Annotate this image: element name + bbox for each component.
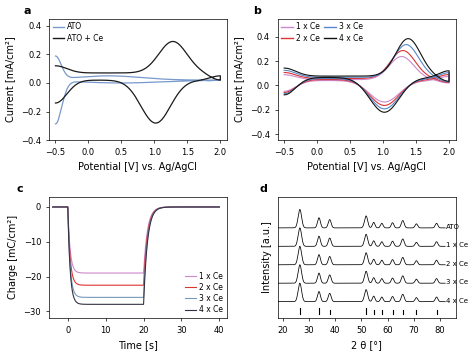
4 x Ce: [212, 205, 218, 209]
Y-axis label: Charge [mC/cm²]: Charge [mC/cm²]: [8, 215, 18, 299]
4 x Ce: [141, 302, 146, 307]
1 x Ce: [131, 271, 137, 275]
Text: c: c: [17, 184, 23, 194]
2 x Ce: [141, 283, 146, 287]
Text: ATO: ATO: [446, 224, 460, 230]
2 x Ce: [58, 205, 64, 209]
1 x Ce: [50, 205, 55, 209]
2 x Ce: [217, 205, 222, 209]
3 x Ce: [212, 205, 218, 209]
3 x Ce: [50, 205, 55, 209]
2 x Ce: [127, 283, 132, 287]
4 x Ce: [58, 205, 64, 209]
X-axis label: 2 θ [°]: 2 θ [°]: [351, 340, 382, 350]
Text: 4 x Ce: 4 x Ce: [446, 298, 468, 304]
3 x Ce: [58, 205, 64, 209]
2 x Ce: [131, 283, 137, 287]
Line: 1 x Ce: 1 x Ce: [53, 207, 219, 273]
1 x Ce: [217, 205, 222, 209]
1 x Ce: [58, 205, 64, 209]
1 x Ce: [212, 205, 218, 209]
Line: 2 x Ce: 2 x Ce: [53, 207, 219, 285]
2 x Ce: [181, 205, 187, 209]
4 x Ce: [181, 205, 187, 209]
4 x Ce: [212, 205, 218, 209]
3 x Ce: [141, 295, 146, 299]
Legend: 1 x Ce, 2 x Ce, 3 x Ce, 4 x Ce: 1 x Ce, 2 x Ce, 3 x Ce, 4 x Ce: [282, 22, 363, 43]
3 x Ce: [217, 205, 222, 209]
3 x Ce: [212, 205, 218, 209]
2 x Ce: [212, 205, 218, 209]
4 x Ce: [50, 205, 55, 209]
Text: 3 x Ce: 3 x Ce: [446, 279, 468, 285]
3 x Ce: [127, 295, 132, 299]
Text: d: d: [260, 184, 268, 194]
2 x Ce: [50, 205, 55, 209]
Text: a: a: [24, 6, 31, 16]
Y-axis label: Intensity [a.u.]: Intensity [a.u.]: [262, 221, 272, 293]
Line: 4 x Ce: 4 x Ce: [53, 207, 219, 304]
2 x Ce: [212, 205, 218, 209]
Text: b: b: [253, 6, 261, 16]
X-axis label: Potential [V] vs. Ag/AgCl: Potential [V] vs. Ag/AgCl: [307, 162, 426, 172]
3 x Ce: [131, 295, 137, 299]
3 x Ce: [181, 205, 187, 209]
4 x Ce: [127, 302, 132, 307]
4 x Ce: [131, 302, 137, 307]
1 x Ce: [141, 271, 146, 275]
X-axis label: Time [s]: Time [s]: [118, 340, 158, 350]
1 x Ce: [127, 271, 132, 275]
4 x Ce: [217, 205, 222, 209]
Text: 1 x Ce: 1 x Ce: [446, 242, 468, 248]
1 x Ce: [181, 205, 187, 209]
Line: 3 x Ce: 3 x Ce: [53, 207, 219, 297]
1 x Ce: [212, 205, 218, 209]
Y-axis label: Current [mA/cm²]: Current [mA/cm²]: [234, 37, 244, 122]
Y-axis label: Current [mA/cm²]: Current [mA/cm²]: [6, 37, 16, 122]
X-axis label: Potential [V] vs. Ag/AgCl: Potential [V] vs. Ag/AgCl: [79, 162, 197, 172]
Text: 2 x Ce: 2 x Ce: [446, 261, 468, 267]
Legend: 1 x Ce, 2 x Ce, 3 x Ce, 4 x Ce: 1 x Ce, 2 x Ce, 3 x Ce, 4 x Ce: [184, 272, 223, 314]
Legend: ATO, ATO + Ce: ATO, ATO + Ce: [53, 22, 103, 43]
